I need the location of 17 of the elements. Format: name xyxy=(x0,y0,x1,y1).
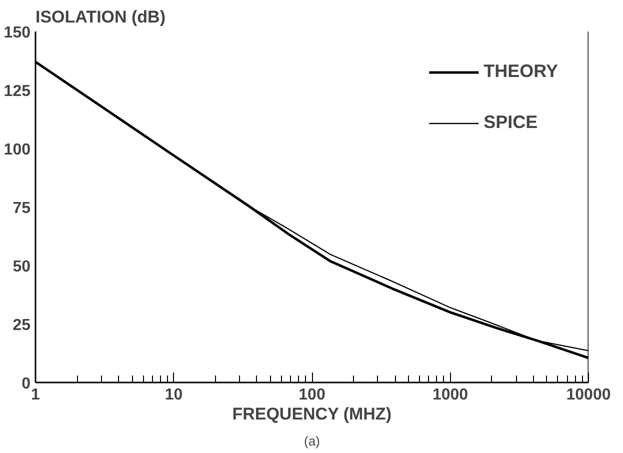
legend-label: SPICE xyxy=(484,112,538,133)
x-tick-label: 1000 xyxy=(432,386,468,404)
y-tick-label: 150 xyxy=(4,24,31,42)
x-tick-label: 100 xyxy=(298,386,326,404)
y-tick-label: 125 xyxy=(4,83,31,100)
y-tick-label: 0 xyxy=(22,376,31,392)
y-tick-label: 75 xyxy=(12,200,31,217)
y-tick-label: 50 xyxy=(12,258,31,276)
x-tick-label: 10000 xyxy=(566,386,611,404)
x-tick-label: 10 xyxy=(164,386,183,404)
y-tick-label: 100 xyxy=(4,142,31,158)
y-tick-label: 25 xyxy=(12,317,31,334)
y-axis-title: ISOLATION (dB) xyxy=(36,8,166,26)
text: (a) xyxy=(304,434,320,448)
x-axis-title: FREQUENCY (MHZ) xyxy=(232,404,392,424)
legend-label: THEORY xyxy=(484,61,558,82)
x-tick-label: 1 xyxy=(31,386,40,404)
